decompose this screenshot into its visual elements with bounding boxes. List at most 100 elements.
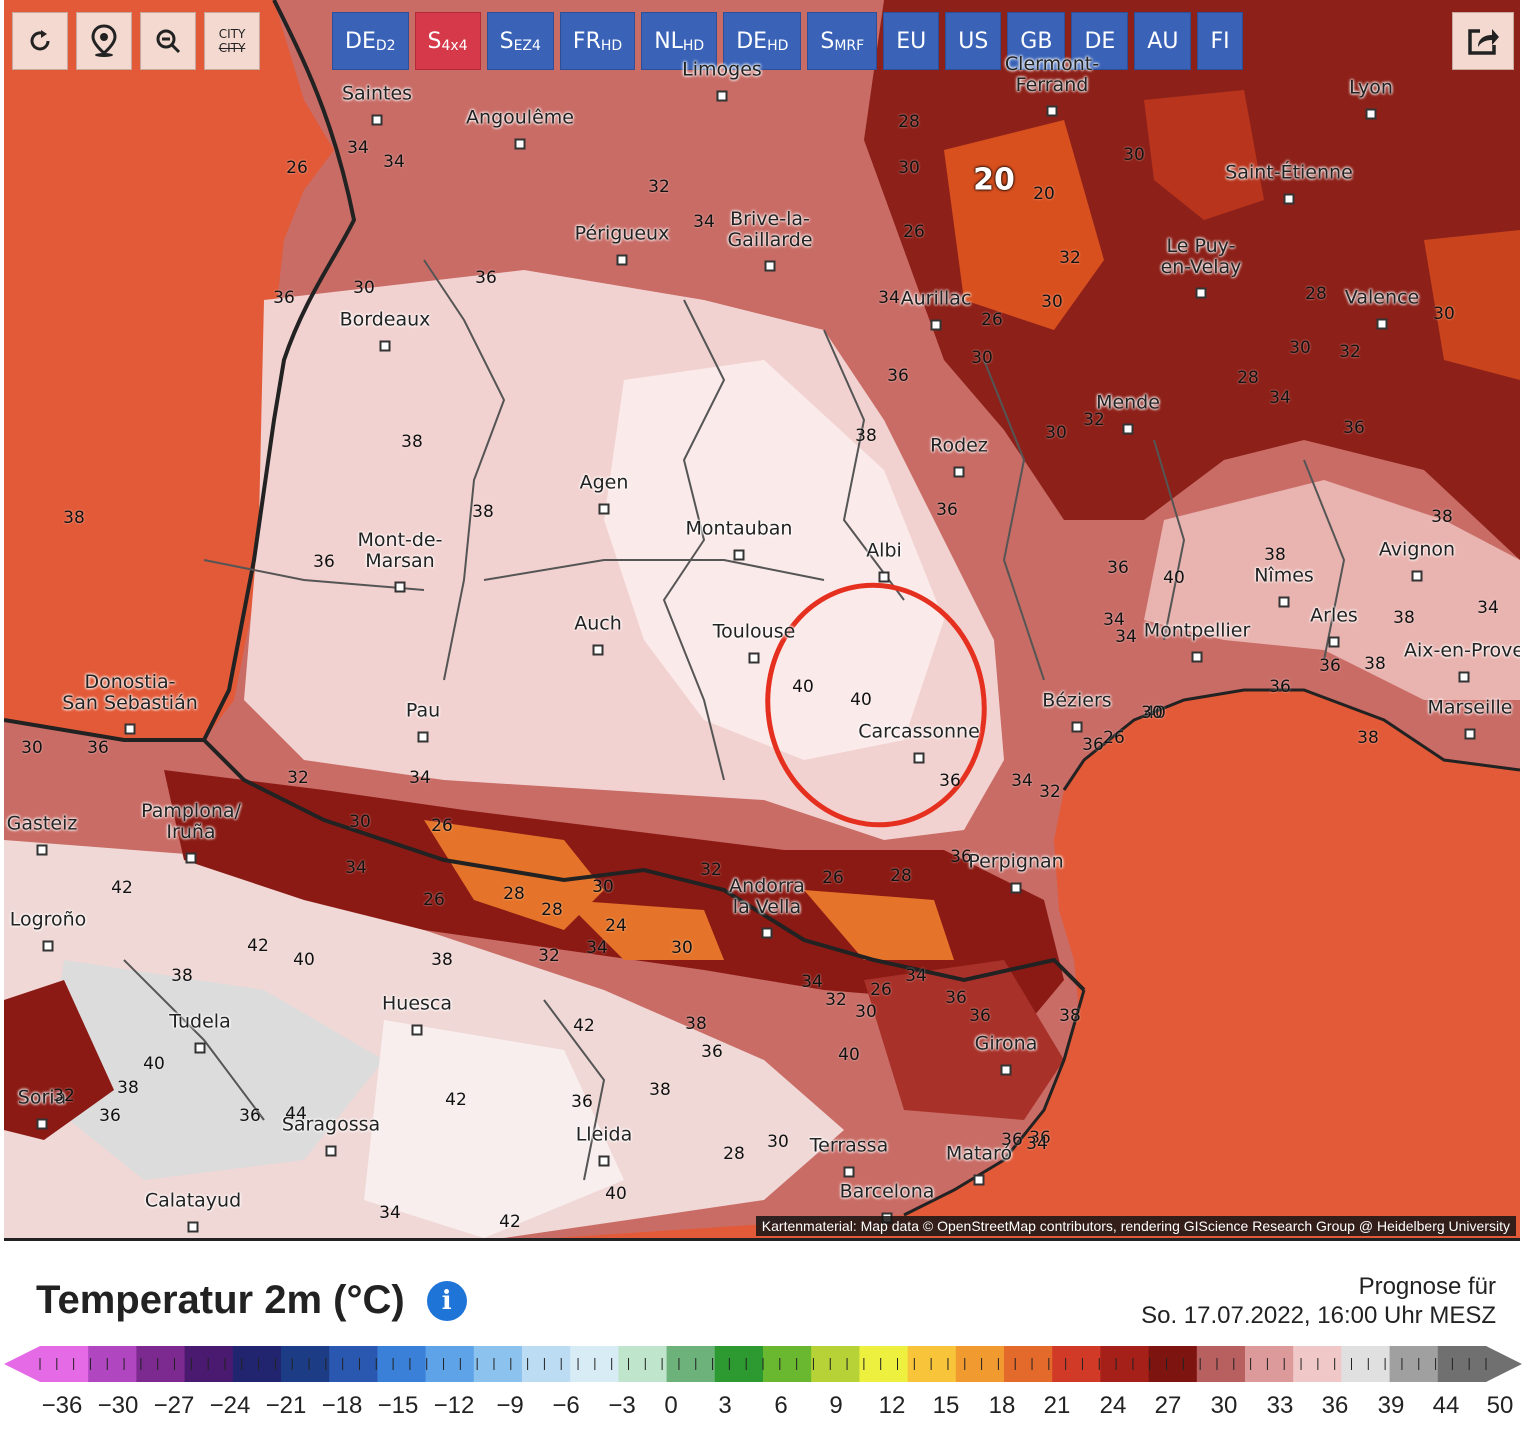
model-sub-label: EZ4 — [513, 38, 541, 54]
isotherm-label: 36 — [950, 847, 972, 867]
model-button-smrf[interactable]: S MRF — [807, 12, 878, 70]
city-label: Huesca — [381, 992, 453, 1015]
isotherm-label: 38 — [431, 950, 453, 970]
scale-swatch — [1389, 1346, 1439, 1382]
model-button-dehd[interactable]: DE HD — [723, 12, 802, 70]
isotherm-label: 36 — [1082, 735, 1104, 755]
city-marker — [1195, 287, 1207, 299]
share-button[interactable] — [1452, 12, 1514, 70]
isotherm-label: 28 — [898, 112, 920, 132]
model-main-label: AU — [1147, 28, 1179, 54]
isotherm-label: 34 — [347, 138, 369, 158]
isotherm-label: 40 — [1144, 703, 1166, 723]
city-label: Andorra la Vella — [729, 875, 805, 918]
city-marker — [514, 138, 526, 150]
model-button-au[interactable]: AU — [1134, 12, 1192, 70]
model-main-label: FR — [572, 28, 601, 54]
model-button-nlhd[interactable]: NL HD — [641, 12, 718, 70]
isotherm-label: 30 — [671, 938, 693, 958]
weather-map[interactable]: CITY CITY DE D2 S 4x4 S EZ4 FR HD NL HD DE HD S MRF EU… — [4, 0, 1520, 1241]
city-label: Brive-la- Gaillarde — [727, 208, 813, 251]
forecast-label: Prognose für — [1358, 1273, 1496, 1300]
isotherm-label: 26 — [1103, 728, 1125, 748]
city-marker — [1071, 721, 1083, 733]
city-label: Angoulême — [466, 106, 574, 129]
location-button[interactable] — [76, 12, 132, 70]
city-marker — [36, 844, 48, 856]
color-scale-ticks: −36 −30 −27 −24 −21 −18 −15 −12 −9 −6 −3 0 3 6 9 12 15 18… — [0, 1392, 1526, 1432]
isotherm-label: 20 — [1033, 184, 1055, 204]
model-button-fi[interactable]: FI — [1197, 12, 1243, 70]
scale-tick-label: 36 — [1321, 1392, 1349, 1419]
scale-swatch — [955, 1346, 1005, 1382]
city-marker — [973, 1174, 985, 1186]
city-marker — [616, 254, 628, 266]
city-marker — [124, 723, 136, 735]
city-label: Albi — [866, 539, 902, 562]
model-button-us[interactable]: US — [945, 12, 1002, 70]
isotherm-label: 34 — [693, 212, 715, 232]
model-button-eu[interactable]: EU — [883, 12, 940, 70]
model-main-label: S — [820, 28, 835, 54]
isotherm-label: 32 — [1039, 782, 1061, 802]
isotherm-label: 40 — [850, 690, 872, 710]
city-label: Mataró — [945, 1142, 1013, 1165]
scale-tick-label: 21 — [1043, 1392, 1071, 1419]
scale-swatch — [232, 1346, 282, 1382]
zoom-out-button[interactable] — [140, 12, 196, 70]
scale-swatch — [618, 1346, 668, 1382]
scale-tick-label: 0 — [664, 1392, 678, 1419]
isotherm-label: 36 — [1001, 1130, 1023, 1150]
isotherm-label: 36 — [1107, 558, 1129, 578]
city-label: Barcelona — [839, 1180, 935, 1203]
isotherm-label: 36 — [239, 1106, 261, 1126]
model-button-s4x4[interactable]: S 4x4 — [414, 12, 481, 70]
isotherm-label-large: 20 — [973, 162, 1015, 198]
info-icon[interactable]: i — [426, 1280, 467, 1321]
isotherm-label: 26 — [423, 890, 445, 910]
city-label: Le Puy-en-Velay — [1160, 235, 1242, 278]
city-label: Pau — [405, 699, 441, 722]
city-marker — [1458, 671, 1470, 683]
model-button-frhd[interactable]: FR HD — [559, 12, 636, 70]
model-sub-label: HD — [600, 38, 623, 54]
isotherm-label: 28 — [1237, 368, 1259, 388]
isotherm-label: 30 — [21, 738, 43, 758]
isotherm-label: 34 — [1103, 610, 1125, 630]
isotherm-label: 38 — [63, 508, 85, 528]
city-label-bottom: CITY — [218, 41, 246, 55]
scale-tick-label: 3 — [718, 1392, 732, 1419]
isotherm-label: 26 — [870, 980, 892, 1000]
model-button-sez4[interactable]: S EZ4 — [486, 12, 554, 70]
scale-swatch — [184, 1346, 234, 1382]
model-button-gb[interactable]: GB — [1007, 12, 1066, 70]
isotherm-label: 28 — [1305, 284, 1327, 304]
scale-swatch — [811, 1346, 860, 1382]
city-toggle-button[interactable]: CITY CITY — [204, 12, 260, 70]
scale-arrow-right — [1486, 1346, 1522, 1382]
isotherm-label: 26 — [431, 816, 453, 836]
reload-button[interactable] — [12, 12, 68, 70]
scale-swatch — [40, 1346, 89, 1382]
isotherm-label: 26 — [981, 310, 1003, 330]
city-label: Logroño — [9, 908, 87, 931]
isotherm-label: 38 — [649, 1080, 671, 1100]
model-main-label: FI — [1210, 28, 1230, 54]
scale-tick-label: 44 — [1432, 1392, 1460, 1419]
city-marker — [417, 731, 429, 743]
scale-swatch — [425, 1346, 475, 1382]
isotherm-label: 40 — [143, 1054, 165, 1074]
isotherm-label: 32 — [1083, 410, 1105, 430]
scale-tick-label: 24 — [1099, 1392, 1127, 1419]
isotherm-label: 30 — [349, 812, 371, 832]
city-label: Mont-de- Marsan — [357, 529, 443, 572]
model-button-ded2[interactable]: DE D2 — [332, 12, 409, 70]
model-button-de[interactable]: DE — [1071, 12, 1129, 70]
scale-swatch — [666, 1346, 716, 1382]
model-main-label: NL — [654, 28, 683, 54]
isotherm-label: 38 — [1431, 507, 1453, 527]
isotherm-label: 30 — [353, 278, 375, 298]
scale-tick-label: 15 — [932, 1392, 960, 1419]
isotherm-label: 38 — [401, 432, 423, 452]
isotherm-label: 38 — [1393, 608, 1415, 628]
